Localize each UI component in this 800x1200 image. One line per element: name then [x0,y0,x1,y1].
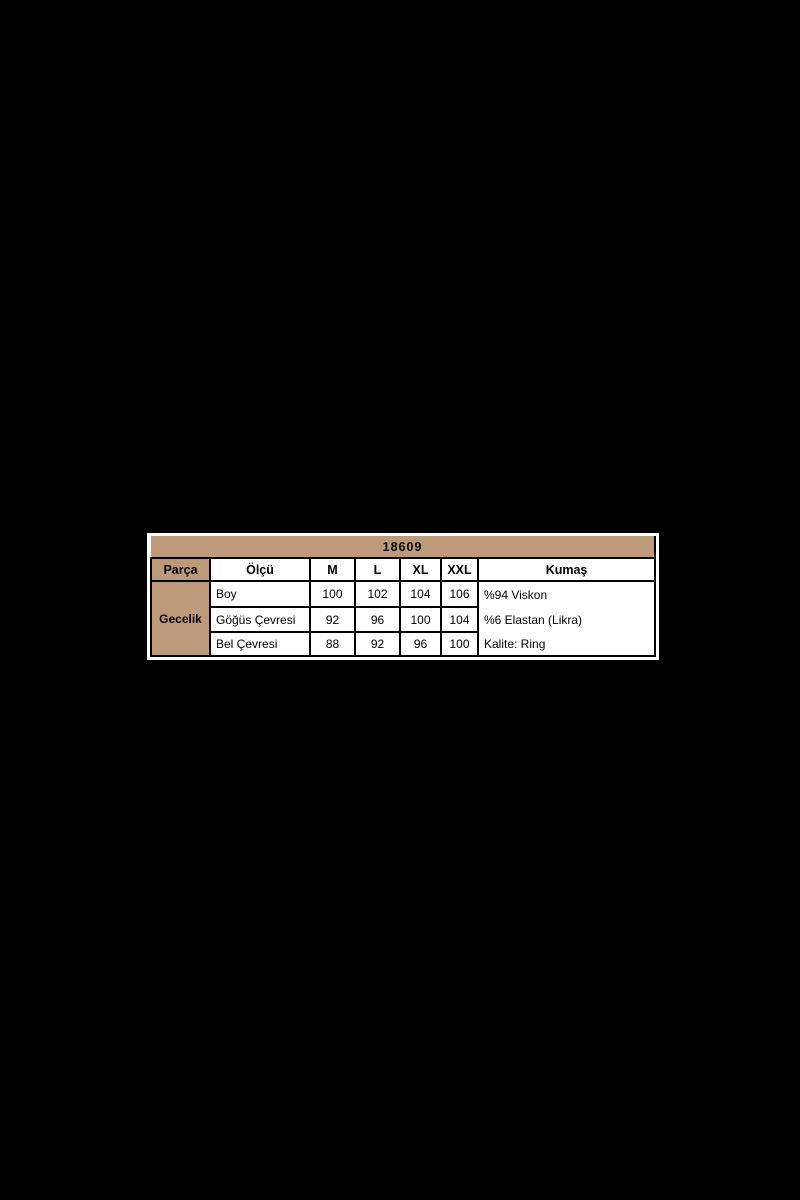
group-label-cell: Gecelik [150,580,211,657]
header-size-m: M [309,557,356,582]
measure-label: Boy [209,580,311,608]
table-row-boy: Gecelik Boy 100 102 104 106 %94 Viskon %… [150,580,657,657]
measure-label: Göğüs Çevresi [209,605,311,634]
value-cell: 104 [440,605,479,634]
value-cell: 88 [309,631,356,657]
value-cell: 96 [354,605,401,634]
value-cell: 96 [399,631,442,657]
table-row-bel: Bel Çevresi 88 92 96 100 [151,631,655,657]
product-code-cell: 18609 [151,536,657,559]
header-kumas: Kumaş [476,557,657,582]
table-row-gogus: Göğüs Çevresi 92 96 100 104 [151,605,655,634]
header-parca: Parça [150,557,211,582]
title-row: 18609 [151,536,657,559]
header-size-xl: XL [399,557,442,582]
fabric-line: %6 Elastan (Likra) [484,612,583,627]
value-cell: 106 [440,580,479,608]
value-cell: 100 [399,605,442,634]
value-cell: 100 [309,580,356,608]
size-chart: 18609 Parça Ölçü M L XL XXL Kumaş Geceli… [147,533,660,660]
fabric-info-cell: %94 Viskon %6 Elastan (Likra) Kalite: Ri… [476,580,657,657]
header-olcu: Ölçü [209,557,311,582]
header-size-xxl: XXL [440,557,479,582]
value-cell: 92 [309,605,356,634]
header-size-l: L [354,557,401,582]
fabric-line: %94 Viskon [484,587,548,602]
size-chart-table: 18609 Parça Ölçü M L XL XXL Kumaş Geceli… [150,536,657,657]
value-cell: 104 [399,580,442,608]
value-cell: 102 [354,580,401,608]
value-cell: 100 [440,631,479,657]
value-cell: 92 [354,631,401,657]
measure-label: Bel Çevresi [209,631,311,657]
fabric-line: Kalite: Ring [484,636,546,651]
header-row: Parça Ölçü M L XL XXL Kumaş [150,557,657,582]
